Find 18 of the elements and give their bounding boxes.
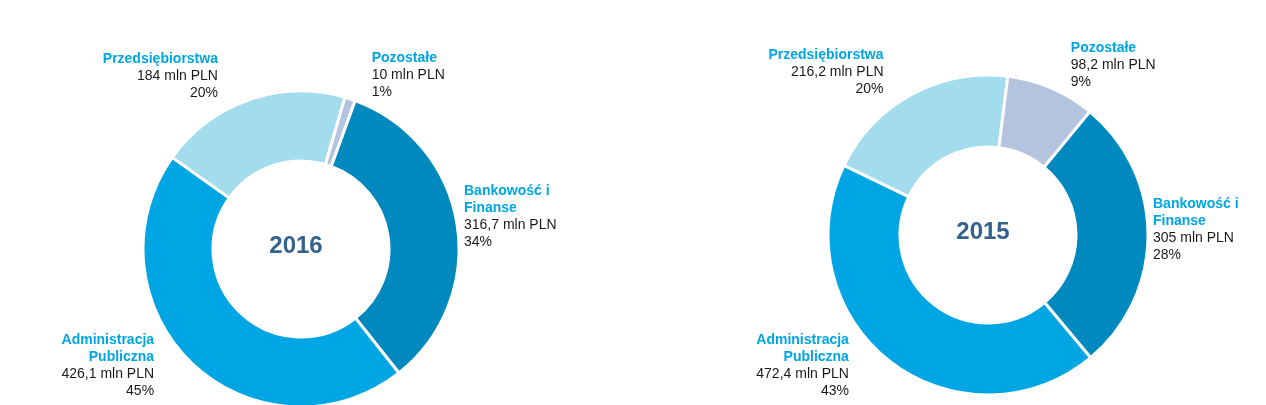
data-label: 184 mln PLN 20%	[137, 67, 218, 101]
slice-label: Przedsiębiorstwa	[768, 46, 884, 63]
slice-label: Bankowość i Finanse	[1153, 195, 1239, 229]
text: 2016	[269, 230, 323, 258]
slice-label: Bankowość i Finanse	[464, 181, 550, 215]
slice-label: Przedsiębiorstwa	[102, 50, 219, 67]
text: 2015	[956, 216, 1010, 244]
data-label: 316,7 mln PLN 34%	[464, 215, 557, 249]
data-label: 472,4 mln PLN 43%	[756, 365, 849, 398]
slice-label: Administracja Publiczna	[61, 331, 155, 364]
data-label: 98,2 mln PLN 9%	[1070, 56, 1156, 90]
data-label: 10 mln PLN 1%	[371, 66, 445, 100]
data-label: 216,2 mln PLN 20%	[790, 63, 884, 97]
slice-label: Pozostałe	[1070, 39, 1137, 56]
data-label: 426,1 mln PLN 45%	[61, 365, 155, 398]
data-label: 305 mln PLN 28%	[1153, 229, 1234, 263]
slice-label: Pozostałe	[371, 49, 438, 66]
slice-label: Administracja Publiczna	[756, 331, 850, 364]
